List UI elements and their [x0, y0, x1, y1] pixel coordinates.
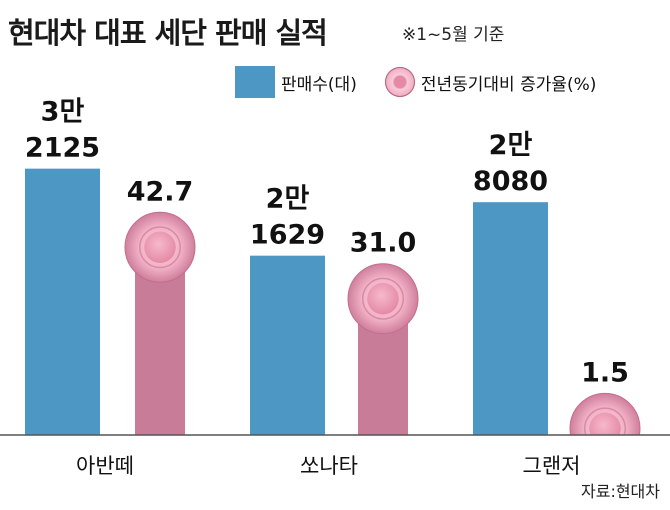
chart-note: ※1~5월 기준 — [402, 25, 505, 45]
growth-knob-center — [589, 412, 621, 435]
category-label: 쏘나타 — [300, 454, 358, 478]
growth-knob-center — [144, 231, 176, 264]
growth-label: 1.5 — [581, 357, 629, 388]
legend-item-growth: 전년동기대비 증가율(%) — [384, 67, 597, 97]
sales-label-top: 2만 — [489, 130, 533, 161]
legend: 판매수(대) 전년동기대비 증가율(%) — [235, 64, 596, 100]
legend-item-sales: 판매수(대) — [235, 66, 357, 98]
growth-label: 31.0 — [350, 228, 417, 259]
sales-label-bottom: 1629 — [250, 220, 325, 251]
growth-knob-center — [367, 282, 399, 315]
sales-label-bottom: 8080 — [473, 166, 548, 197]
growth-knob-ring — [361, 277, 405, 320]
sales-label-top: 3만 — [41, 97, 85, 128]
growth-knob-ring — [583, 407, 627, 435]
plot-area — [25, 168, 641, 435]
sales-label-top: 2만 — [266, 184, 310, 215]
legend-knob-icon — [384, 67, 415, 97]
growth-knob-ring — [138, 226, 182, 269]
legend-label-growth: 전년동기대비 증가율(%) — [420, 74, 597, 95]
sales-bar — [473, 202, 548, 435]
category-label: 아반떼 — [76, 454, 134, 478]
legend-label-sales: 판매수(대) — [281, 74, 357, 95]
source-label: 자료:현대차 — [581, 482, 660, 501]
category-label: 그랜저 — [523, 454, 581, 478]
legend-swatch-bar — [235, 66, 275, 98]
chart-title: 현대차 대표 세단 판매 실적 — [8, 16, 328, 50]
sales-bar — [250, 255, 325, 435]
growth-label: 42.7 — [127, 176, 194, 207]
sales-bar — [25, 168, 100, 435]
sales-label-bottom: 2125 — [25, 133, 100, 164]
